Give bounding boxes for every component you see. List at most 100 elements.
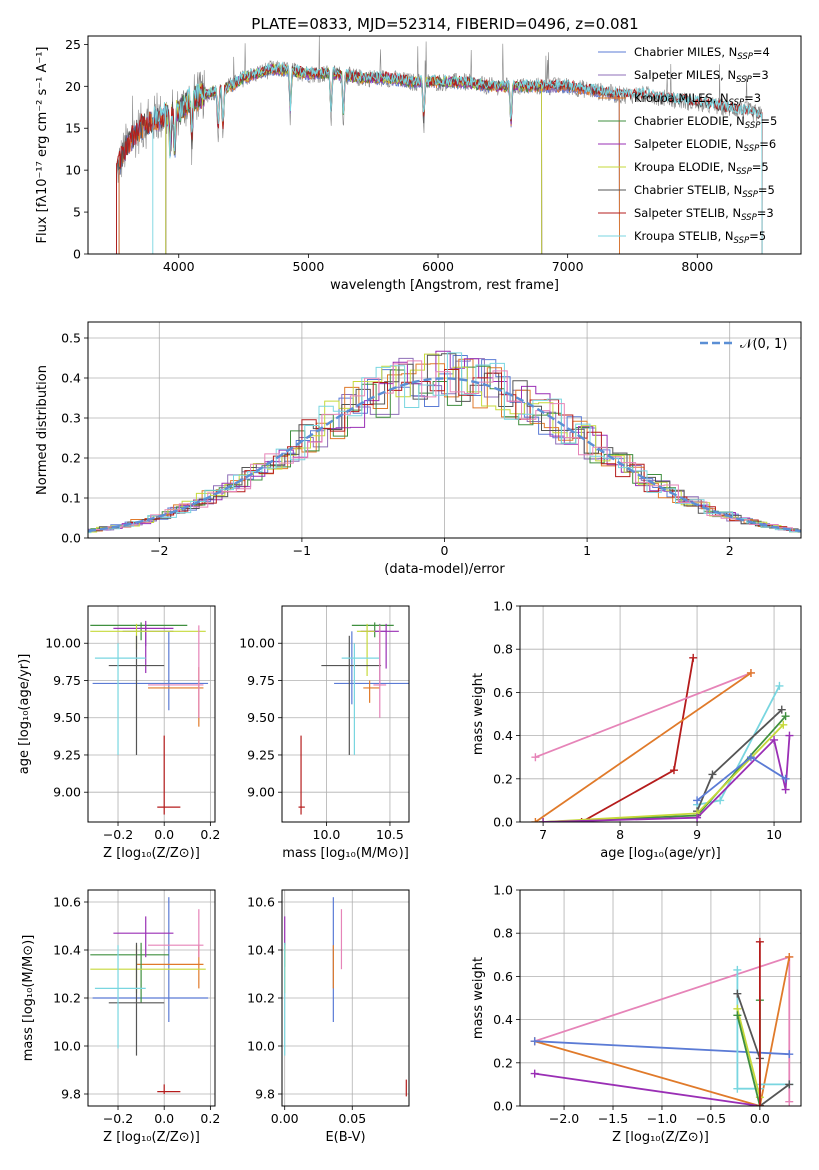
- legend-label: Chabrier STELIB, NSSP=5: [634, 183, 775, 200]
- weight-marker: [785, 1080, 794, 1089]
- legend-label-tail: =5: [758, 183, 775, 197]
- y-tick-label: 9.50: [247, 710, 275, 725]
- y-tick-label: 9.8: [255, 1087, 275, 1102]
- legend-label-main: Salpeter ELODIE, N: [634, 137, 744, 151]
- x-tick-label: 0: [441, 543, 449, 558]
- x-tick-label: 10.0: [313, 827, 341, 842]
- weight-marker: [689, 653, 698, 662]
- y-axis-label: mass [log₁₀(M/M⊙)]: [21, 935, 36, 1062]
- weight-marker: [779, 720, 788, 729]
- y-tick-label: 0.6: [493, 685, 513, 700]
- panel-age_vs_Z: −0.2 0.0 0.2 9.00 9.25 9.50 9.75 10.00 Z [log₁₀(…: [17, 605, 220, 861]
- x-axis-label: wavelength [Angstrom, rest frame]: [330, 278, 559, 293]
- errorbar-point: [157, 1084, 181, 1094]
- weight-marker: [539, 818, 548, 822]
- legend-label-tail: =5: [749, 229, 766, 243]
- weight-marker: [785, 1097, 794, 1106]
- weight-line-kroupa-elodie: [736, 1008, 761, 1098]
- y-tick-label: 0.4: [493, 728, 513, 743]
- errorbar-point: [341, 643, 380, 755]
- weight-marker: [708, 770, 717, 779]
- panel-mass_weight_vs_Z: −2.0 −1.5 −1.0 −0.5 0.0 0.0 0.2 0.4 0.6 0.8 1.0 Z […: [471, 883, 802, 1145]
- legend-label-sub: SSP: [729, 98, 745, 108]
- y-tick-label: 0.4: [61, 371, 81, 386]
- weight-marker: [693, 813, 702, 822]
- x-tick-label: −2.0: [549, 1111, 579, 1126]
- weight-marker: [733, 965, 742, 974]
- errorbar-point: [90, 945, 206, 994]
- x-axis-label: E(B-V): [325, 1130, 365, 1145]
- y-tick-label: 0.8: [493, 642, 513, 657]
- y-axis-label: mass weight: [471, 957, 486, 1039]
- x-tick-label: −0.2: [103, 827, 133, 842]
- errorbar-point: [356, 623, 375, 677]
- weight-marker: [716, 796, 725, 805]
- errorbar-point: [363, 680, 380, 703]
- legend-label: Kroupa ELODIE, NSSP=5: [634, 160, 769, 177]
- y-tick-label: 9.00: [247, 785, 275, 800]
- y-tick-label: 9.75: [53, 673, 81, 688]
- axes-frame: [281, 889, 410, 1107]
- y-axis-label: Flux [fλ10⁻¹⁷ erg cm⁻² s⁻¹ A⁻¹]: [35, 47, 50, 244]
- weight-marker: [530, 1037, 539, 1046]
- y-tick-label: 5: [73, 205, 81, 220]
- x-tick-label: 0.00: [271, 1111, 299, 1126]
- y-tick-label: 10.2: [53, 991, 81, 1006]
- y-tick-label: 0.0: [61, 531, 81, 546]
- x-axis-label: mass [log₁₀(M/M⊙)]: [282, 846, 409, 861]
- normal-curve-line: [88, 377, 801, 533]
- x-tick-label: 4000: [163, 259, 195, 274]
- legend-label: Salpeter MILES, NSSP=3: [634, 68, 769, 85]
- y-tick-label: 0.3: [61, 411, 81, 426]
- x-axis-label: age [log₁₀(age/yr)]: [600, 846, 721, 861]
- panel-residuals: −2 −1 0 1 2 0.0 0.1 0.2 0.3 0.4 0.5 (data-model)/er…: [35, 321, 802, 577]
- y-tick-label: 10.6: [247, 895, 275, 910]
- legend-label: Salpeter STELIB, NSSP=3: [634, 206, 774, 223]
- x-tick-label: −1.5: [598, 1111, 628, 1126]
- x-tick-label: 0.0: [154, 1111, 174, 1126]
- y-tick-label: 0.6: [493, 969, 513, 984]
- errorbar-point: [113, 620, 174, 674]
- x-axis-label: Z [log₁₀(Z/Z⊙)]: [103, 846, 200, 861]
- weight-marker: [775, 681, 784, 690]
- panel-mass_vs_ebv: 0.00 0.05 9.8 10.0 10.2 10.4 10.6 E(B-V): [247, 889, 410, 1145]
- x-tick-label: 0.05: [338, 1111, 366, 1126]
- x-tick-label: 0.0: [750, 1111, 770, 1126]
- x-tick-label: 10.5: [376, 827, 404, 842]
- legend-label-main: Chabrier ELODIE, N: [634, 114, 745, 128]
- errorbar-point: [94, 945, 146, 1049]
- legend-label-sub: SSP: [734, 236, 750, 246]
- y-tick-label: 9.25: [247, 747, 275, 762]
- x-tick-label: 7000: [552, 259, 584, 274]
- weight-marker: [755, 937, 764, 946]
- axes-frame: [87, 35, 802, 255]
- weight-marker: [669, 766, 678, 775]
- y-tick-label: 0.8: [493, 926, 513, 941]
- legend-label: 𝒩(0, 1): [740, 337, 787, 352]
- x-tick-label: 2: [726, 543, 734, 558]
- legend-label-tail: =3: [757, 206, 774, 220]
- model-spectrum-kroupa-elodie: [165, 62, 543, 254]
- x-tick-label: 0.2: [200, 1111, 220, 1126]
- weight-marker: [770, 735, 779, 744]
- errorbar-point: [92, 897, 209, 1022]
- errorbar-point: [321, 635, 382, 755]
- legend-label-main: Kroupa STELIB, N: [634, 229, 734, 243]
- x-axis-label: Z [log₁₀(Z/Z⊙)]: [103, 1130, 200, 1145]
- y-tick-label: 10.00: [45, 636, 81, 651]
- errorbar-point: [94, 643, 146, 755]
- errorbar-point: [373, 625, 387, 718]
- weight-marker: [785, 731, 794, 740]
- y-tick-label: 9.8: [61, 1087, 81, 1102]
- plot-area: [298, 622, 409, 815]
- axes-frame: [87, 889, 216, 1107]
- weight-marker: [781, 774, 790, 783]
- y-tick-label: 0: [73, 247, 81, 262]
- x-tick-label: −1.0: [647, 1111, 677, 1126]
- legend-label-main: Salpeter STELIB, N: [634, 206, 741, 220]
- y-tick-label: 0.1: [61, 491, 81, 506]
- model-spectrum-salpeter-elodie: [165, 63, 543, 254]
- y-tick-label: 10.4: [247, 943, 275, 958]
- legend-label: Salpeter ELODIE, NSSP=6: [634, 137, 776, 154]
